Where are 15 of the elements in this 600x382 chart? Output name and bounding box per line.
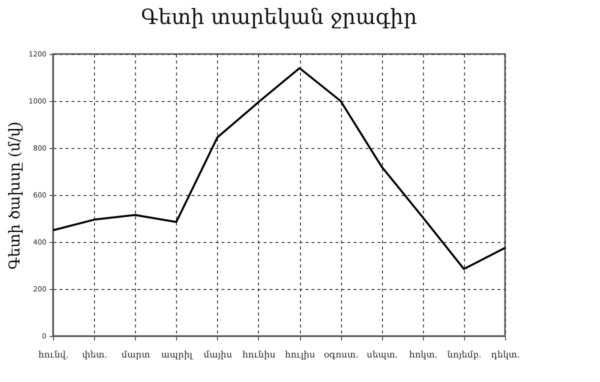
chart-title: Գետի տարեկան ջրագիր xyxy=(140,5,418,29)
y-axis-title: Գետի ծախսը (մ/վ) xyxy=(6,122,24,270)
x-tick-label: հունվ. xyxy=(38,350,69,360)
x-tick-label: մայիս xyxy=(204,350,232,360)
x-tick-label: նոյեմբ. xyxy=(447,350,482,360)
x-tick-label: փետ. xyxy=(82,350,108,360)
x-tick-label: հոկտ. xyxy=(409,350,438,360)
x-tick-label: դեկտ. xyxy=(491,350,520,360)
x-tick-label: հուլիս xyxy=(284,350,316,360)
x-tick-label: մարտ xyxy=(121,350,151,360)
x-tick-label: հունիս xyxy=(242,350,276,360)
x-tick-label: օգոստ. xyxy=(324,350,359,360)
x-tick-label: ապրիլ xyxy=(161,350,194,360)
line-series xyxy=(52,67,506,270)
x-tick-label: սեպտ. xyxy=(366,350,398,360)
